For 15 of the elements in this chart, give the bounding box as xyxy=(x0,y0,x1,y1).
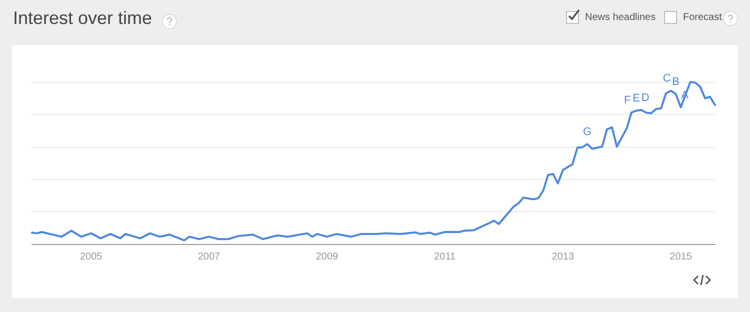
x-tick-label: 2013 xyxy=(552,252,574,262)
annotation: E xyxy=(632,92,640,105)
x-tick-label: 2015 xyxy=(670,252,692,262)
text: News headlines xyxy=(585,12,656,23)
x-tick-label: 2011 xyxy=(434,252,456,262)
annotation: G xyxy=(583,126,592,138)
x-tick-label: 2005 xyxy=(80,252,103,262)
x-tick-label: 2009 xyxy=(316,252,339,262)
annotation: D xyxy=(641,92,650,104)
chart-title: Interest over time xyxy=(13,8,152,29)
annotation: F xyxy=(624,94,631,107)
annotation: B xyxy=(672,76,680,88)
text: Forecast xyxy=(683,12,722,23)
annotation: C xyxy=(662,72,671,85)
x-tick-label: 2007 xyxy=(198,252,221,262)
